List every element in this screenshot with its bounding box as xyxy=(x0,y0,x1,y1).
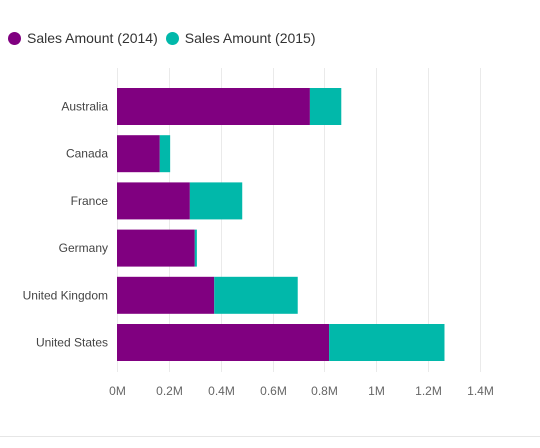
bar-segment-2015 xyxy=(329,324,445,361)
bottom-divider xyxy=(0,436,540,437)
y-category-label: United States xyxy=(36,336,108,350)
y-category-label: Australia xyxy=(61,100,108,114)
legend-label-2015: Sales Amount (2015) xyxy=(184,30,316,46)
y-category-label: Germany xyxy=(59,241,108,255)
x-tick-label: 0.2M xyxy=(156,384,183,398)
x-tick-label: 0.6M xyxy=(260,384,287,398)
y-category-label: United Kingdom xyxy=(23,288,108,302)
legend-label-2014: Sales Amount (2014) xyxy=(27,30,158,46)
bar-segment-2014 xyxy=(117,88,310,125)
y-category-label: Canada xyxy=(66,147,108,161)
legend-marker-2015 xyxy=(165,31,179,45)
x-tick-label: 1M xyxy=(368,384,385,398)
x-tick-label: 0M xyxy=(109,384,126,398)
bar-segment-2014 xyxy=(117,324,330,361)
x-tick-label: 0.8M xyxy=(311,384,338,398)
y-category-label: France xyxy=(71,194,109,208)
bar-segment-2015 xyxy=(309,88,342,125)
bar-segment-2014 xyxy=(117,229,195,267)
x-tick-label: 0.4M xyxy=(208,384,235,398)
x-tick-label: 1.2M xyxy=(415,384,442,398)
x-tick-label: 1.4M xyxy=(467,384,494,398)
bar-segment-2014 xyxy=(117,182,190,220)
bar-segment-2015 xyxy=(159,135,171,173)
legend-marker-2014 xyxy=(8,31,21,45)
bar-segment-2015 xyxy=(189,182,243,220)
chart-legend: Sales Amount (2014) Sales Amount (2015) xyxy=(8,28,324,48)
legend-item-2015[interactable]: Sales Amount (2015) xyxy=(165,30,316,46)
bar-segment-2014 xyxy=(117,135,160,173)
bar-segment-2015 xyxy=(214,276,298,314)
bar-segment-2015 xyxy=(194,229,197,267)
legend-item-2014[interactable]: Sales Amount (2014) xyxy=(8,30,158,46)
bar-segment-2014 xyxy=(117,276,215,314)
